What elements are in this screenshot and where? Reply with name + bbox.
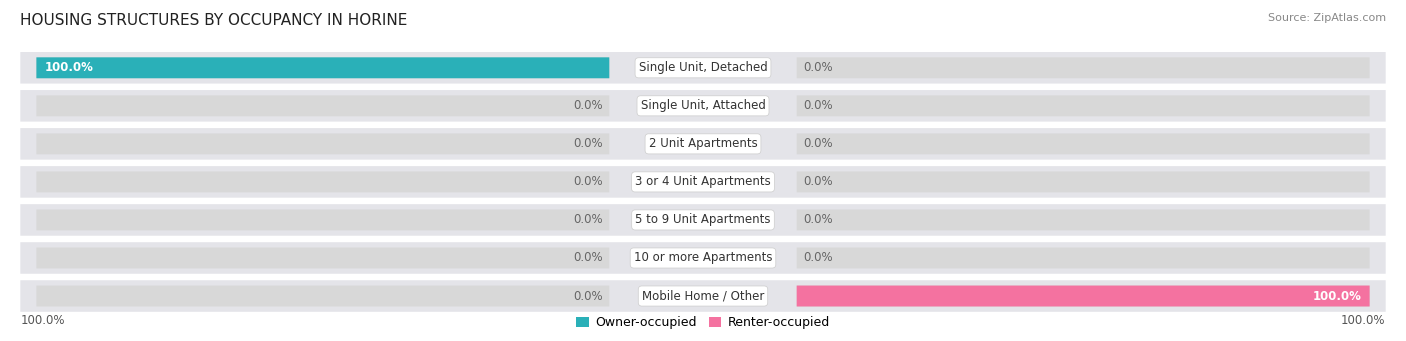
FancyBboxPatch shape bbox=[797, 248, 1369, 268]
FancyBboxPatch shape bbox=[37, 133, 609, 154]
FancyBboxPatch shape bbox=[797, 57, 1369, 78]
Text: 0.0%: 0.0% bbox=[803, 99, 832, 112]
FancyBboxPatch shape bbox=[37, 248, 609, 268]
Text: 0.0%: 0.0% bbox=[803, 137, 832, 150]
Text: 10 or more Apartments: 10 or more Apartments bbox=[634, 251, 772, 265]
Text: 0.0%: 0.0% bbox=[803, 175, 832, 189]
Text: 0.0%: 0.0% bbox=[574, 213, 603, 226]
Text: 0.0%: 0.0% bbox=[574, 251, 603, 265]
Text: Single Unit, Attached: Single Unit, Attached bbox=[641, 99, 765, 112]
Text: 0.0%: 0.0% bbox=[803, 213, 832, 226]
Text: 0.0%: 0.0% bbox=[574, 99, 603, 112]
FancyBboxPatch shape bbox=[20, 204, 1386, 236]
FancyBboxPatch shape bbox=[797, 285, 1369, 307]
FancyBboxPatch shape bbox=[37, 172, 609, 192]
Text: 0.0%: 0.0% bbox=[574, 290, 603, 302]
FancyBboxPatch shape bbox=[37, 209, 609, 231]
FancyBboxPatch shape bbox=[797, 95, 1369, 116]
FancyBboxPatch shape bbox=[37, 285, 609, 307]
Text: 0.0%: 0.0% bbox=[574, 175, 603, 189]
FancyBboxPatch shape bbox=[37, 95, 609, 116]
Text: 100.0%: 100.0% bbox=[1313, 290, 1361, 302]
Text: HOUSING STRUCTURES BY OCCUPANCY IN HORINE: HOUSING STRUCTURES BY OCCUPANCY IN HORIN… bbox=[20, 13, 408, 28]
FancyBboxPatch shape bbox=[20, 242, 1386, 274]
FancyBboxPatch shape bbox=[20, 166, 1386, 198]
FancyBboxPatch shape bbox=[797, 285, 1369, 307]
Text: Mobile Home / Other: Mobile Home / Other bbox=[641, 290, 765, 302]
Text: 3 or 4 Unit Apartments: 3 or 4 Unit Apartments bbox=[636, 175, 770, 189]
FancyBboxPatch shape bbox=[37, 57, 609, 78]
Text: 100.0%: 100.0% bbox=[20, 314, 65, 327]
Text: 0.0%: 0.0% bbox=[574, 137, 603, 150]
Text: 2 Unit Apartments: 2 Unit Apartments bbox=[648, 137, 758, 150]
Text: 5 to 9 Unit Apartments: 5 to 9 Unit Apartments bbox=[636, 213, 770, 226]
FancyBboxPatch shape bbox=[20, 280, 1386, 312]
Text: 100.0%: 100.0% bbox=[1341, 314, 1386, 327]
FancyBboxPatch shape bbox=[20, 90, 1386, 122]
FancyBboxPatch shape bbox=[20, 52, 1386, 84]
FancyBboxPatch shape bbox=[37, 57, 609, 78]
FancyBboxPatch shape bbox=[797, 209, 1369, 231]
Text: 0.0%: 0.0% bbox=[803, 251, 832, 265]
FancyBboxPatch shape bbox=[797, 172, 1369, 192]
FancyBboxPatch shape bbox=[797, 133, 1369, 154]
FancyBboxPatch shape bbox=[20, 128, 1386, 160]
Text: Single Unit, Detached: Single Unit, Detached bbox=[638, 61, 768, 74]
Text: Source: ZipAtlas.com: Source: ZipAtlas.com bbox=[1268, 13, 1386, 23]
Legend: Owner-occupied, Renter-occupied: Owner-occupied, Renter-occupied bbox=[571, 311, 835, 334]
Text: 100.0%: 100.0% bbox=[45, 61, 93, 74]
Text: 0.0%: 0.0% bbox=[803, 61, 832, 74]
